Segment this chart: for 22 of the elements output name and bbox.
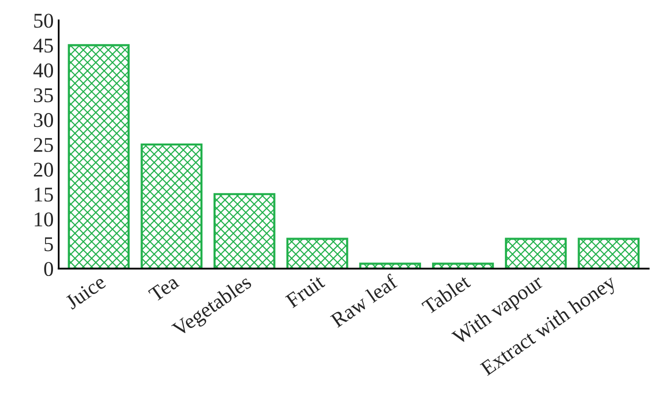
x-tick-label: Fruit (284, 274, 326, 308)
bar (214, 193, 276, 269)
y-tick-label: 5 (44, 237, 54, 252)
bar (432, 262, 494, 269)
y-tick-label: 20 (34, 162, 54, 177)
bar (578, 238, 640, 269)
y-tick-label: 15 (34, 188, 54, 202)
y-tick-label: 35 (34, 88, 54, 102)
x-tick-label: Juice (64, 274, 107, 310)
y-tick-label: 45 (33, 38, 54, 53)
y-tick-label: 30 (34, 113, 54, 128)
y-tick-label: 0 (44, 262, 54, 276)
bar (140, 143, 203, 269)
bar (359, 262, 422, 269)
y-tick-label: 25 (34, 138, 54, 152)
bar (68, 44, 130, 269)
bar (286, 238, 348, 269)
y-tick-label: 10 (34, 212, 54, 226)
x-tick-label: Raw leaf (329, 273, 399, 328)
y-tick-label: 50 (34, 14, 54, 28)
y-tick-label: 40 (33, 63, 54, 78)
bar (504, 238, 567, 269)
